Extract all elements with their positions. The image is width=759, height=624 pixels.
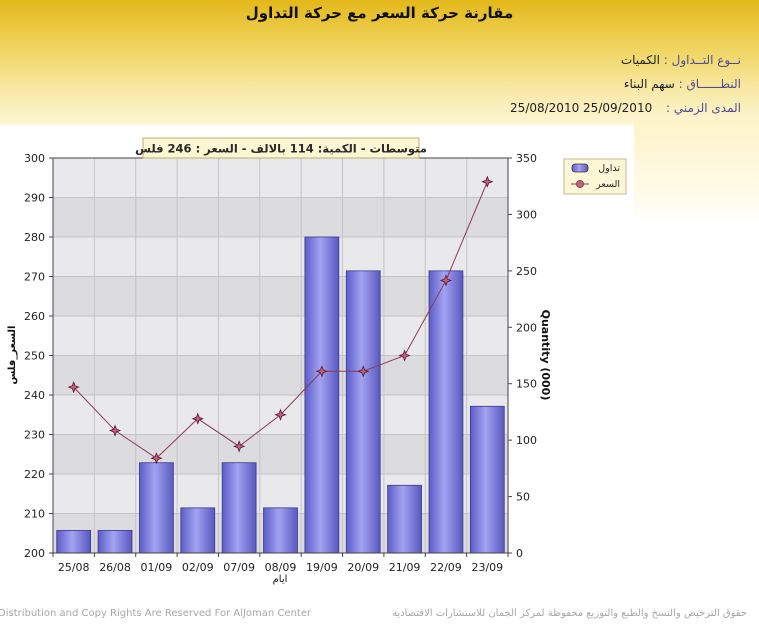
- x-tick-label: 08/09: [265, 561, 297, 574]
- y-left-tick-label: 220: [24, 468, 45, 481]
- info-row-scope: النطــــــاق : سهم البناء: [624, 77, 741, 91]
- y-right-tick-label: 150: [516, 378, 537, 391]
- bar-21/09: [387, 484, 422, 554]
- date-range-label: المدى الزمني :: [666, 101, 741, 115]
- price-point-20/09: [357, 365, 370, 378]
- price-point-07/09: [233, 440, 246, 453]
- y-right-tick-label: 100: [516, 434, 537, 447]
- bar-20/09: [345, 270, 381, 554]
- x-tick-label: 25/08: [58, 561, 90, 574]
- price-volume-chart: 200 210 220 230 240 250 260 270 280 290 300 0 50 100 1…: [7, 137, 627, 585]
- y-left-tick-label: 290: [24, 192, 45, 205]
- y-left-tick-label: 240: [24, 389, 45, 402]
- bar-22/09: [428, 270, 464, 554]
- bar-series: [56, 236, 505, 554]
- y-left-tick-label: 250: [24, 350, 45, 363]
- legend-line-label: السعر: [595, 179, 620, 190]
- x-tick-label: 22/09: [430, 561, 462, 574]
- bar-07/09: [221, 462, 257, 554]
- x-tick-label: 23/09: [471, 561, 503, 574]
- chart-annotation: متوسطات - الكمية: 114 بالالف - السعر : 2…: [135, 137, 427, 159]
- x-tick-label: 20/09: [347, 561, 379, 574]
- annotation-text: متوسطات - الكمية: 114 بالالف - السعر : 2…: [135, 142, 427, 157]
- y-left-tick-label: 200: [24, 547, 45, 560]
- y-left-tick-label: 260: [24, 310, 45, 323]
- info-row-date-range: المدى الزمني : 25/09/2010 25/08/2010: [510, 101, 741, 115]
- x-tick-label: 26/08: [99, 561, 131, 574]
- bar-25/08: [56, 530, 92, 554]
- price-point-22/09: [439, 274, 453, 287]
- plot-band: [53, 237, 508, 277]
- legend: تداول السعر: [563, 158, 627, 195]
- plot-band: [53, 197, 508, 237]
- legend-line-marker: [576, 180, 584, 188]
- y-left-axis-title: السعر_فلس: [7, 326, 18, 385]
- plot-band: [53, 158, 508, 198]
- legend-bar-swatch: [571, 163, 589, 173]
- price-point-26/08: [108, 424, 122, 437]
- x-axis-title: ايام: [273, 574, 288, 585]
- x-tick-label: 02/09: [182, 561, 214, 574]
- price-point-25/08: [67, 380, 80, 394]
- y-right-tick-label: 200: [516, 321, 537, 334]
- y-right-tick-label: 300: [516, 208, 537, 221]
- scope-value: سهم البناء: [623, 77, 675, 91]
- y-right-tick-label: 250: [516, 265, 537, 278]
- axes: 200 210 220 230 240 250 260 270 280 290 300 0 50 100 1…: [24, 152, 537, 574]
- info-row-trade-type: نــوع التــداول : الكميات: [621, 53, 741, 67]
- bar-08/09: [263, 507, 298, 554]
- bar-02/09: [180, 507, 216, 554]
- bar-23/09: [469, 405, 505, 554]
- x-tick-label: 01/09: [141, 561, 173, 574]
- plot-background: [53, 158, 508, 553]
- price-point-23/09: [481, 175, 494, 188]
- footer-left-text: Distribution and Copy Rights Are Reserve…: [0, 608, 312, 619]
- price-point-21/09: [398, 349, 411, 362]
- page-title: مقارنة حركة السعر مع حركة التداول: [245, 4, 514, 22]
- header-fade: [634, 120, 759, 225]
- scope-label: النطــــــاق :: [678, 77, 741, 91]
- y-right-tick-label: 50: [516, 491, 530, 504]
- price-line-series: [67, 175, 494, 465]
- bar-01/09: [139, 462, 174, 554]
- date-range-value: 25/09/2010 25/08/2010: [510, 101, 653, 115]
- x-tick-label: 21/09: [389, 561, 421, 574]
- y-right-tick-label: 0: [516, 547, 523, 560]
- legend-bar-label: تداول: [598, 163, 620, 174]
- price-point-02/09: [191, 412, 204, 425]
- price-point-08/09: [274, 408, 287, 421]
- y-right-tick-label: 350: [516, 152, 537, 165]
- x-tick-label: 19/09: [306, 561, 338, 574]
- bar-19/09: [304, 236, 340, 554]
- y-left-tick-label: 280: [24, 231, 45, 244]
- trade-type-value: الكميات: [620, 53, 660, 67]
- header-background: [0, 0, 759, 125]
- y-left-tick-label: 210: [24, 508, 45, 521]
- y-right-axis-title: Quantity (000): [539, 310, 552, 401]
- y-left-tick-label: 300: [24, 152, 45, 165]
- annotation-box: [142, 137, 420, 159]
- trade-type-label: نــوع التــداول :: [663, 53, 741, 67]
- bar-26/08: [97, 530, 133, 554]
- price-point-01/09: [150, 452, 163, 465]
- footer-right-text: حقوق الترخيص والنسخ والطبع والتوزيع محفو…: [391, 608, 747, 619]
- price-point-19/09: [315, 365, 328, 378]
- x-tick-label: 07/09: [223, 561, 255, 574]
- y-left-tick-label: 270: [24, 271, 45, 284]
- y-left-tick-label: 230: [24, 429, 45, 442]
